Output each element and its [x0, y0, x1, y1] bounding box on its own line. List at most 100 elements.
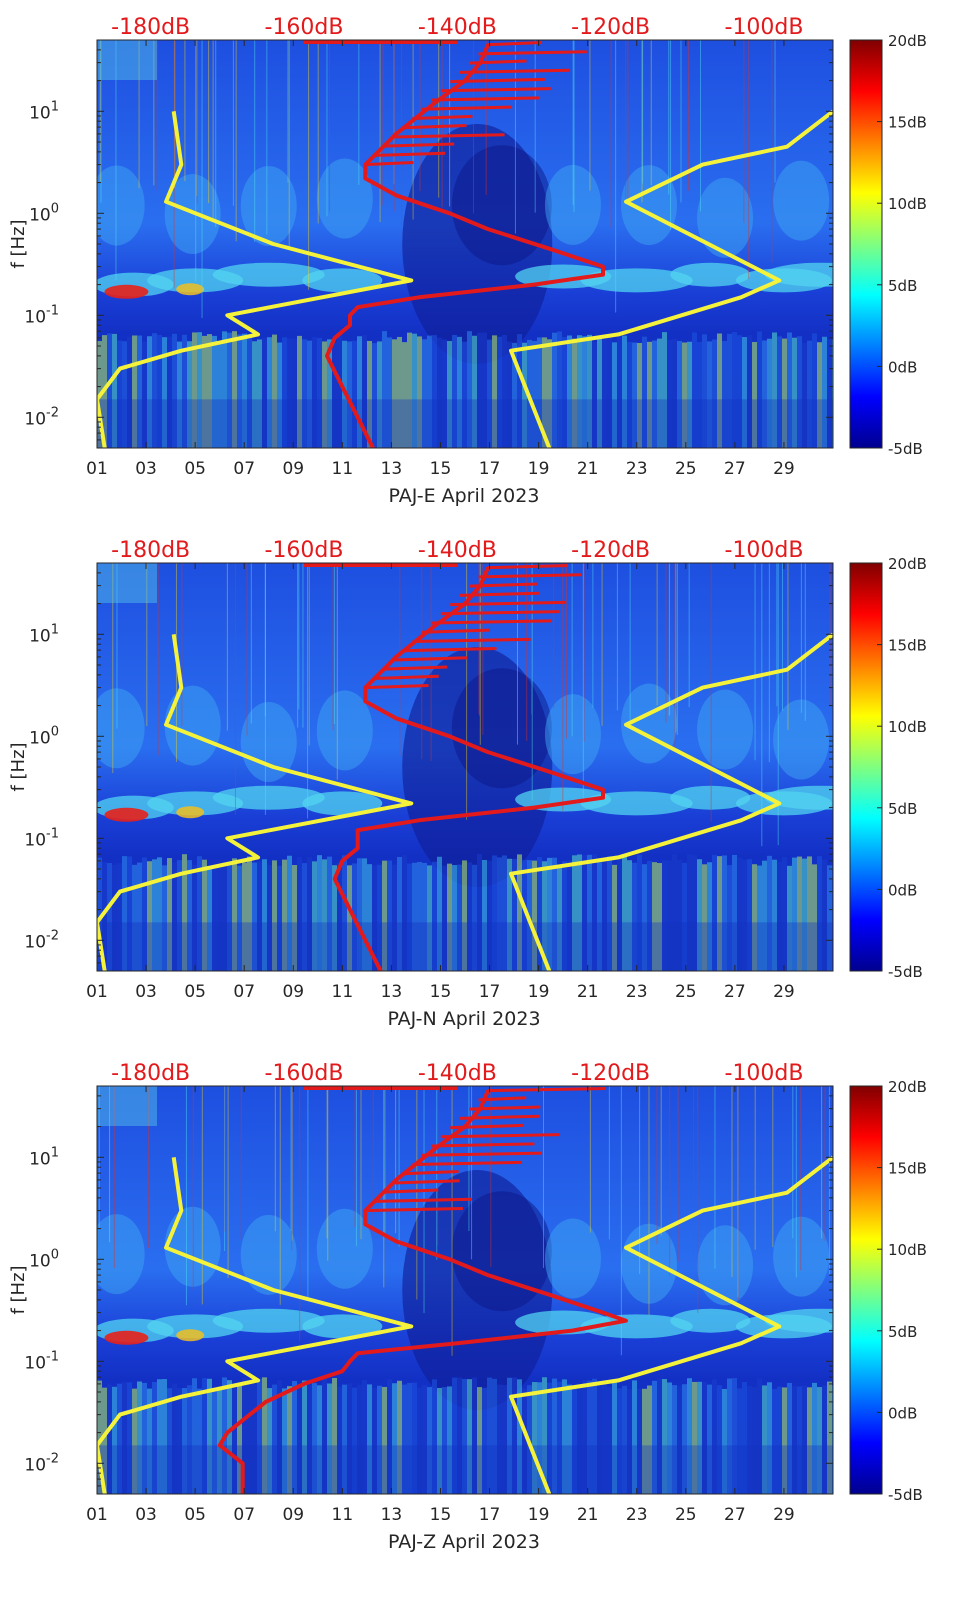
low-frequency-stripe [492, 1378, 497, 1494]
low-frequency-stripe [182, 334, 187, 448]
noise-blob [773, 1216, 830, 1297]
psd-spike [478, 573, 582, 579]
low-frequency-stripe [162, 1379, 167, 1494]
top-db-tick-label: -100dB [725, 15, 804, 40]
x-tick-label: 01 [86, 1505, 108, 1525]
top-db-tick-label: -120dB [571, 15, 650, 40]
x-tick-label: 21 [577, 1505, 599, 1525]
low-frequency-stripe [517, 1379, 522, 1494]
low-frequency-stripe [222, 862, 227, 971]
low-frequency-stripe [522, 859, 527, 971]
low-frequency-stripe [317, 1385, 322, 1494]
low-frequency-stripe [707, 1384, 712, 1494]
low-frequency-stripe [492, 855, 497, 971]
y-tick-exponent: -2 [46, 405, 59, 420]
low-frequency-stripe [767, 855, 772, 971]
low-frequency-stripe [437, 856, 442, 971]
x-tick-label: 21 [577, 459, 599, 479]
low-frequency-stripe [192, 1378, 197, 1494]
psd-spike [412, 637, 531, 643]
low-frequency-stripe [97, 1380, 102, 1494]
noise-blob [240, 1214, 297, 1295]
noise-blob [164, 1206, 221, 1287]
noise-blob [544, 1218, 601, 1299]
x-tick-label: 25 [675, 459, 697, 479]
x-tick-label: 13 [381, 982, 403, 1002]
low-frequency-stripe [547, 339, 552, 448]
low-frequency-stripe [827, 339, 832, 448]
low-frequency-stripe [822, 336, 827, 448]
x-tick-label: 09 [282, 459, 304, 479]
low-frequency-stripe [387, 337, 392, 448]
y-tick-label: 10-1 [24, 1349, 59, 1373]
low-frequency-stripe [572, 855, 577, 971]
low-frequency-stripe [117, 1383, 122, 1494]
low-frequency-stripe [382, 860, 387, 971]
low-frequency-stripe [272, 860, 277, 971]
low-frequency-stripe [692, 1381, 697, 1494]
x-tick-label: 03 [135, 459, 157, 479]
psd-spike [440, 610, 560, 616]
low-frequency-stripe [682, 862, 687, 971]
lowest-band [97, 399, 833, 448]
spectrogram-image [97, 40, 833, 448]
x-tick-label: 09 [282, 1505, 304, 1525]
low-frequency-stripe [512, 1377, 517, 1494]
low-frequency-stripe [202, 335, 207, 448]
low-frequency-stripe [707, 862, 712, 971]
low-frequency-stripe [827, 1381, 832, 1494]
low-frequency-stripe [142, 1382, 147, 1494]
y-tick-label: 101 [29, 1145, 59, 1169]
low-frequency-stripe [362, 1380, 367, 1494]
low-frequency-stripe [337, 1386, 342, 1494]
low-frequency-stripe [327, 1383, 332, 1494]
low-frequency-stripe [537, 1382, 542, 1494]
y-tick-label: 10-2 [24, 928, 59, 952]
x-tick-label: 03 [135, 1505, 157, 1525]
noise-blob [697, 1225, 754, 1306]
low-frequency-stripe [632, 342, 637, 448]
red-psd-curve [217, 1089, 628, 1494]
yellow-curve-low [97, 634, 414, 971]
low-frequency-stripe [672, 1385, 677, 1494]
x-tick-label: 15 [430, 1505, 452, 1525]
yellow-curve-low [97, 1157, 414, 1494]
low-frequency-stripe [667, 860, 672, 971]
low-frequency-stripe [167, 1388, 172, 1494]
low-frequency-stripe [662, 1379, 667, 1494]
low-frequency-stripe [722, 340, 727, 448]
low-frequency-stripe [502, 855, 507, 971]
low-frequency-stripe [712, 854, 717, 971]
microseism-patch [580, 268, 693, 293]
low-frequency-stripe [132, 1388, 137, 1494]
low-frequency-stripe [317, 855, 322, 971]
low-frequency-stripe [137, 335, 142, 448]
hf-noise-strip [97, 40, 157, 80]
low-frequency-stripe [827, 865, 832, 971]
low-frequency-stripe [287, 338, 292, 448]
psd-spike [431, 619, 552, 625]
low-frequency-stripe [337, 862, 342, 971]
low-frequency-stripe [312, 1383, 317, 1494]
low-frequency-stripe [597, 1386, 602, 1494]
y-tick-label: 10-2 [24, 1451, 59, 1475]
psd-spike [469, 1105, 541, 1111]
red-psd-spikes [304, 1086, 606, 1213]
low-frequency-stripe [757, 1378, 762, 1494]
x-axis-label: PAJ-N April 2023 [387, 1008, 540, 1030]
microseism-patch [302, 1314, 383, 1339]
low-frequency-stripe [292, 1380, 297, 1494]
low-frequency-stripe [722, 855, 727, 971]
colorbar-tick-label: 15dB [888, 1160, 927, 1178]
psd-spike [374, 151, 446, 157]
microseism-patch [764, 785, 833, 810]
low-frequency-stripe [587, 854, 592, 971]
low-frequency-stripe [497, 857, 502, 971]
hf-noise-strip [97, 563, 157, 603]
low-frequency-stripe [162, 337, 167, 448]
low-frequency-stripe [117, 863, 122, 971]
low-frequency-stripe [612, 864, 617, 971]
x-tick-label: 11 [332, 982, 354, 1002]
microseism-patch [580, 1314, 693, 1339]
y-tick-base: 10 [29, 1251, 51, 1271]
